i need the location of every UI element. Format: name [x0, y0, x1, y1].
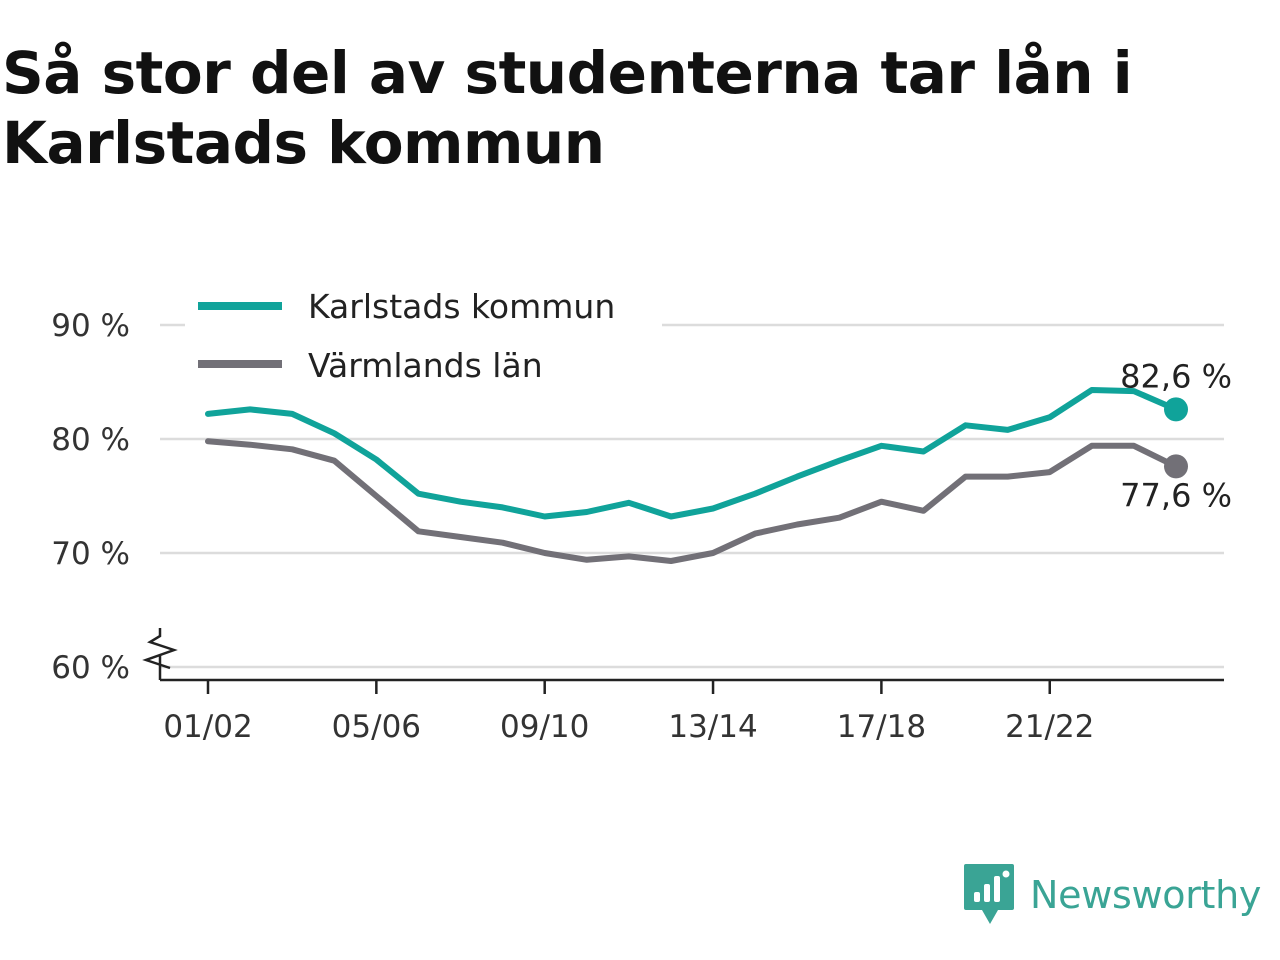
x-tick-label-17-18: 17/18 — [837, 709, 926, 745]
series-line-karlstads-kommun — [205, 387, 1179, 520]
chart-title: Så stor del av studenterna tar lån i Kar… — [2, 39, 1133, 177]
x-axis-ticks: 01/02 05/06 09/10 13/14 17/18 21/22 — [163, 680, 1094, 745]
legend-label-varmlands-lan: Värmlands län — [308, 346, 543, 385]
y-axis-ticks: 60 % 70 % 80 % 90 % — [51, 308, 130, 686]
end-label-v-rmlands-l-n: 77,6 % — [1120, 476, 1232, 514]
end-label-karlstads-kommun: 82,6 % — [1120, 357, 1232, 395]
x-tick-label-09-10: 09/10 — [500, 709, 589, 745]
y-tick-label-60: 60 % — [51, 650, 130, 686]
axis-break-icon — [142, 628, 178, 670]
y-tick-label-70: 70 % — [51, 536, 130, 572]
end-labels: 82,6 % 77,6 % — [1120, 357, 1232, 514]
x-tick-label-13-14: 13/14 — [668, 709, 757, 745]
brand-name: Newsworthy — [1030, 873, 1262, 917]
end-point-karlstads-kommun — [1164, 397, 1188, 422]
legend-label-karlstads-kommun: Karlstads kommun — [308, 287, 615, 326]
x-axis — [142, 628, 1224, 682]
series-line-v-rmlands-l-n — [205, 438, 1179, 564]
legend: Karlstads kommun Värmlands län — [185, 283, 662, 393]
end-point-v-rmlands-l-n — [1164, 454, 1188, 479]
series-lines — [205, 387, 1188, 564]
x-tick-label-05-06: 05/06 — [332, 709, 421, 745]
x-tick-label-21-22: 21/22 — [1005, 709, 1094, 745]
newsworthy-logo-icon — [964, 864, 1014, 924]
x-tick-label-01-02: 01/02 — [163, 709, 252, 745]
newsworthy-brand: Newsworthy — [964, 862, 1261, 928]
y-tick-label-80: 80 % — [51, 422, 130, 458]
legend-background — [185, 283, 662, 393]
y-tick-label-90: 90 % — [51, 308, 130, 344]
